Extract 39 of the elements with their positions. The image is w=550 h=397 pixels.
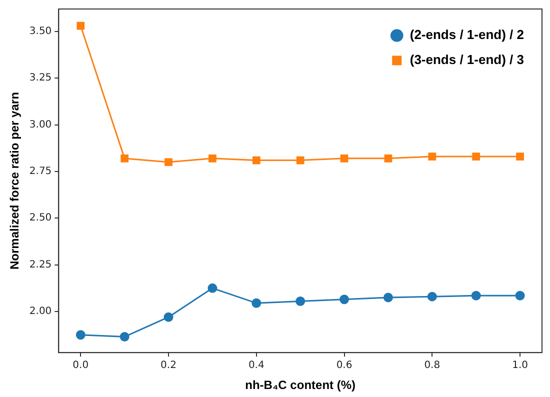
y-tick-label: 3.25 xyxy=(29,72,52,84)
x-tick-label: 0.0 xyxy=(72,360,89,372)
point xyxy=(208,154,216,162)
point xyxy=(76,22,85,30)
point xyxy=(252,298,262,308)
point xyxy=(120,332,130,342)
y-tick-label: 3.00 xyxy=(29,119,52,130)
x-axis-title: nh-B₄C content (%) xyxy=(245,378,356,392)
point xyxy=(208,283,218,293)
point xyxy=(296,296,306,306)
y-axis-title: Normalized force ratio per yarn xyxy=(8,92,22,270)
y-tick-label: 3.50 xyxy=(29,26,52,37)
y-tick-label: 2.50 xyxy=(29,212,52,224)
x-tick-label: 0.8 xyxy=(424,360,440,372)
point xyxy=(515,290,525,300)
point xyxy=(383,292,393,302)
point xyxy=(340,294,350,304)
x-tick-label: 1.0 xyxy=(512,360,528,372)
point xyxy=(296,156,304,164)
point xyxy=(252,156,260,164)
point xyxy=(164,158,172,166)
x-tick-label: 0.4 xyxy=(248,360,264,372)
legend-label: (3-ends / 1-end) / 3 xyxy=(410,52,524,68)
x-tick-label: 0.6 xyxy=(336,360,352,372)
point xyxy=(120,154,129,162)
point xyxy=(472,152,480,160)
point xyxy=(164,312,174,322)
point xyxy=(384,154,392,162)
y-tick-label: 2.00 xyxy=(29,306,52,318)
point xyxy=(340,154,348,162)
point xyxy=(427,292,437,302)
legend-label: (2-ends / 1-end) / 2 xyxy=(410,27,524,42)
point xyxy=(516,152,524,160)
point xyxy=(428,152,436,160)
y-tick-label: 2.25 xyxy=(29,259,52,270)
point xyxy=(76,330,86,340)
x-tick-label: 0.2 xyxy=(160,360,176,372)
point xyxy=(471,290,481,300)
y-tick-label: 2.75 xyxy=(29,166,52,178)
